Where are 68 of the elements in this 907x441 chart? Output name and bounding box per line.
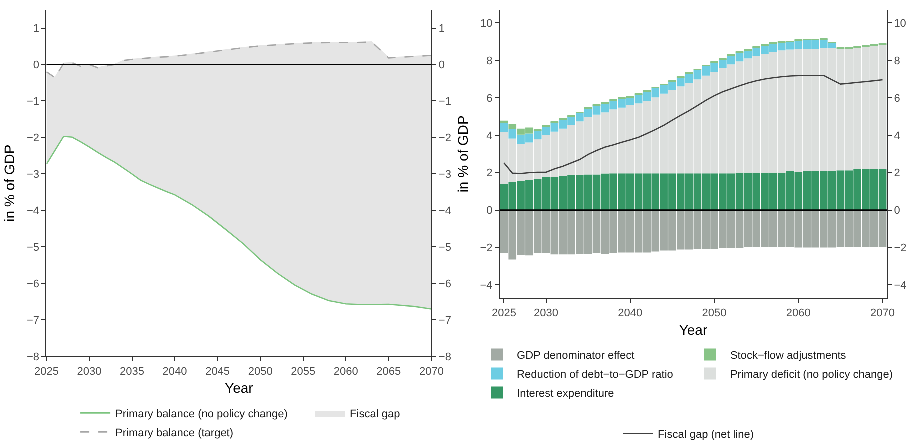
y2-tick-label: 4 bbox=[894, 130, 900, 142]
x-tick-label: 2055 bbox=[291, 366, 316, 378]
y-tick-label: 0 bbox=[486, 205, 493, 218]
y-tick-label: −1 bbox=[26, 96, 40, 108]
line-series bbox=[504, 75, 884, 174]
legend-label: Reduction of debt−to−GDP ratio bbox=[517, 369, 674, 382]
y2-tick-label: −7 bbox=[438, 315, 452, 328]
x-axis-title: Year bbox=[225, 380, 254, 396]
y2-tick-label: 0 bbox=[894, 205, 900, 218]
y-tick-label: 2 bbox=[486, 168, 493, 180]
y-axis-title: in % of GDP bbox=[2, 144, 18, 222]
x-tick-label: 2050 bbox=[702, 308, 727, 320]
y2-tick-label: −5 bbox=[438, 242, 452, 254]
y-tick-label: 8 bbox=[486, 55, 493, 68]
y-tick-label: −6 bbox=[26, 278, 40, 291]
x-tick-label: 2045 bbox=[206, 366, 230, 378]
y-axis-title: in % of GDP bbox=[454, 116, 471, 193]
x-tick-label: 2030 bbox=[77, 366, 102, 378]
x-tick-label: 2025 bbox=[34, 366, 59, 378]
legend-label: Interest expenditure bbox=[517, 388, 614, 400]
legend-label: Fiscal gap bbox=[350, 408, 400, 420]
y2-tick-label: −3 bbox=[438, 169, 452, 182]
y2-tick-label: −6 bbox=[438, 278, 452, 291]
legend-label: Primary deficit (no policy change) bbox=[730, 369, 894, 382]
x-tick-label: 2060 bbox=[786, 308, 811, 320]
y-tick-label: −3 bbox=[26, 169, 40, 182]
legend-label: Stock−flow adjustments bbox=[730, 350, 847, 362]
y-tick-label: −4 bbox=[26, 206, 40, 218]
y-tick-label: 4 bbox=[486, 130, 493, 142]
y2-tick-label: −2 bbox=[894, 242, 907, 255]
legend-label: GDP denominator effect bbox=[517, 350, 635, 362]
y-tick-label: −2 bbox=[26, 132, 40, 145]
x-tick-label: 2035 bbox=[120, 366, 144, 378]
y-tick-label: −2 bbox=[480, 242, 493, 255]
y-tick-label: −5 bbox=[26, 242, 40, 254]
y2-tick-label: −1 bbox=[438, 96, 452, 108]
y2-tick-label: −2 bbox=[438, 132, 452, 145]
y-tick-label: −4 bbox=[480, 280, 493, 292]
y2-tick-label: 10 bbox=[894, 18, 906, 30]
x-tick-label: 2050 bbox=[248, 366, 273, 378]
y-tick-label: 10 bbox=[480, 18, 493, 30]
y2-tick-label: −8 bbox=[438, 352, 452, 364]
y-tick-label: 0 bbox=[33, 60, 40, 72]
legend-label: Primary balance (target) bbox=[116, 427, 234, 440]
y2-tick-label: 8 bbox=[894, 55, 900, 68]
y-tick-label: −7 bbox=[26, 315, 40, 328]
x-tick-label: 2070 bbox=[870, 308, 896, 320]
x-tick-label: 2025 bbox=[492, 308, 516, 320]
y-tick-label: 1 bbox=[33, 23, 40, 36]
x-tick-label: 2040 bbox=[162, 366, 188, 378]
y2-tick-label: 0 bbox=[438, 60, 446, 72]
legend-label: Fiscal gap (net line) bbox=[658, 429, 754, 441]
y2-tick-label: 2 bbox=[894, 168, 900, 180]
x-tick-label: 2030 bbox=[534, 308, 559, 320]
bar bbox=[500, 120, 508, 124]
y2-tick-label: −4 bbox=[438, 206, 452, 218]
x-axis-title: Year bbox=[679, 322, 708, 338]
x-tick-label: 2065 bbox=[376, 366, 402, 378]
legend-label: Primary balance (no policy change) bbox=[116, 408, 288, 420]
y-tick-label: −8 bbox=[26, 352, 40, 364]
y2-tick-label: 1 bbox=[438, 23, 446, 36]
y2-tick-label: −4 bbox=[894, 280, 907, 292]
x-tick-label: 2060 bbox=[334, 366, 358, 378]
y2-tick-label: 6 bbox=[894, 92, 900, 105]
y-tick-label: 6 bbox=[486, 92, 493, 105]
x-tick-label: 2040 bbox=[618, 308, 643, 320]
x-tick-label: 2070 bbox=[419, 366, 444, 378]
line-series bbox=[46, 136, 432, 310]
